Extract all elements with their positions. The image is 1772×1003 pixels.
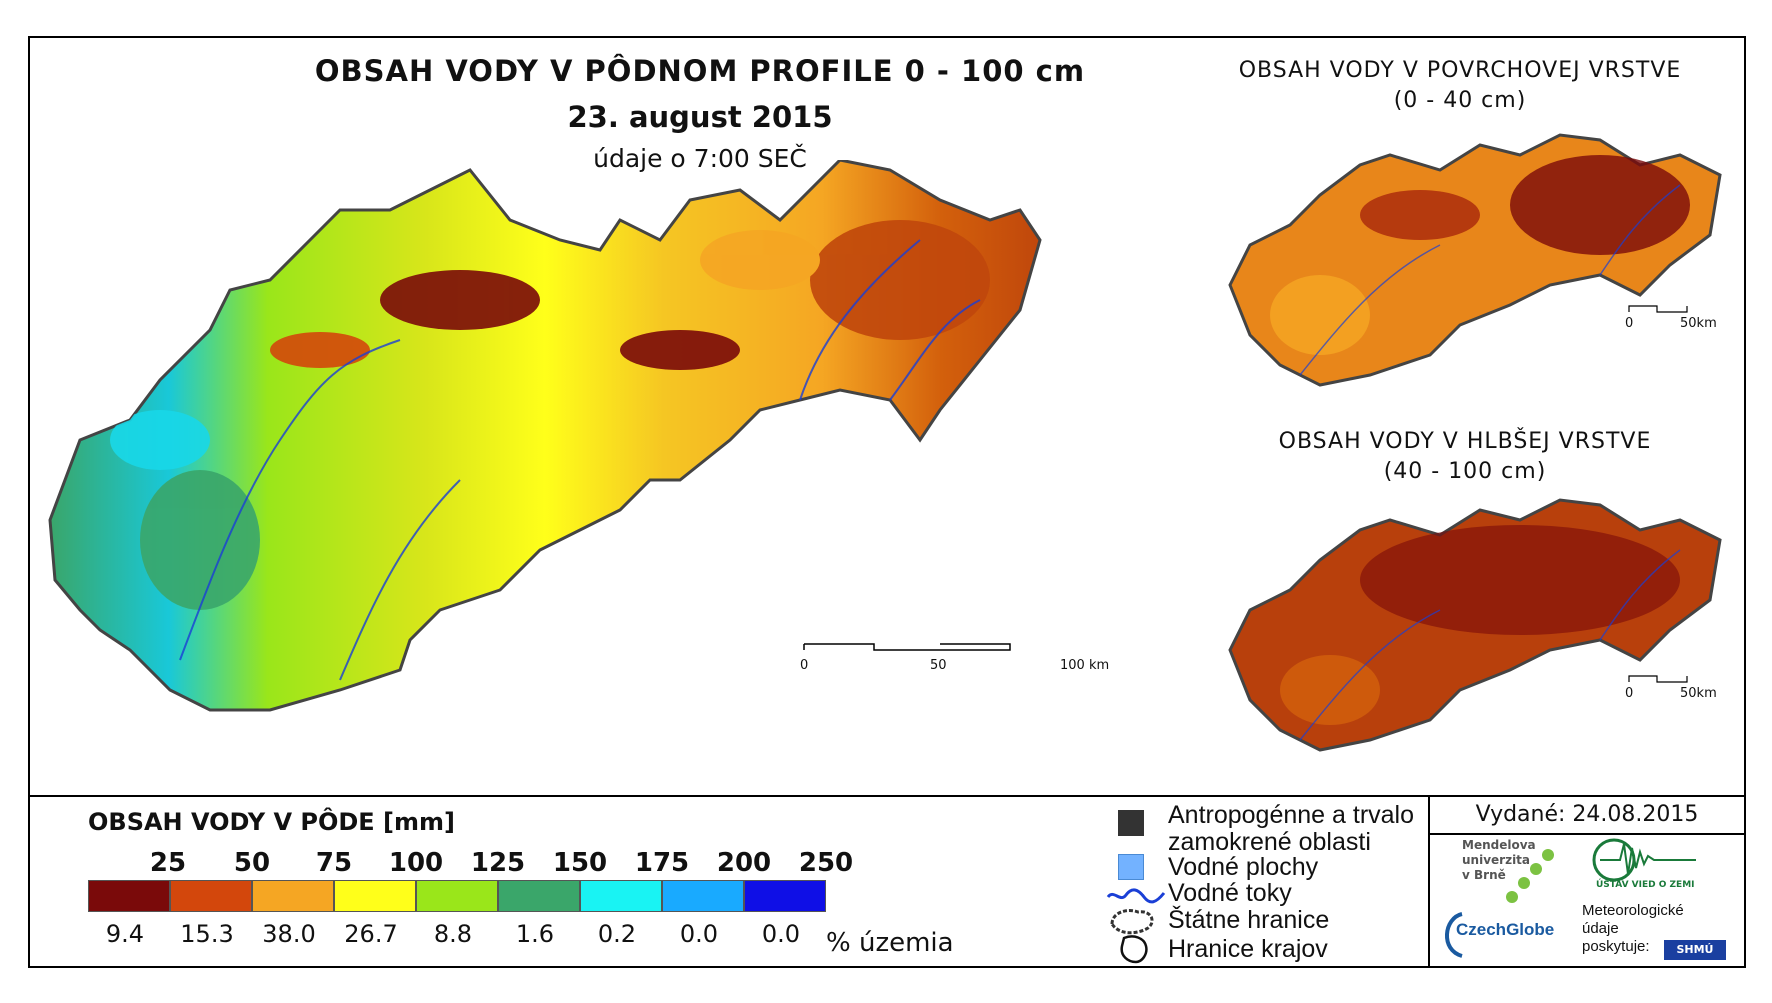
inset-surface-scalebar (1628, 305, 1688, 313)
main-scalebar (803, 643, 1011, 651)
czechglobe-arc-icon (1445, 912, 1463, 958)
threshold-label: 150 (552, 848, 608, 878)
main-map-title: OBSAH VODY V PÔDNOM PROFILE 0 - 100 cm (314, 54, 1086, 88)
legend-swatch (416, 880, 498, 912)
inset-surface-subtitle: (0 - 40 cm) (1393, 88, 1527, 113)
legend-anthropogenic-line1: Antropogénne a trvalo (1168, 801, 1415, 829)
meteo-line1: Meteorologické (1582, 902, 1684, 919)
inset-deep-title: OBSAH VODY V HLBŠEJ VRSTVE (1278, 429, 1652, 454)
threshold-label: 200 (716, 848, 772, 878)
percent-value: 0.0 (761, 920, 801, 948)
ustav-vied-logo-text: ÚSTAV VIED O ZEMI (1596, 880, 1695, 890)
meteo-data-provider: Meteorologické údaje poskytuje: (1582, 902, 1684, 956)
main-map-date: 23. august 2015 (567, 100, 833, 134)
meteo-line3: poskytuje: (1582, 938, 1650, 955)
legend-title: OBSAH VODY V PÔDE [mm] (88, 808, 456, 836)
main-map-time: údaje o 7:00 SEČ (593, 144, 807, 173)
inset-surface-title: OBSAH VODY V POVRCHOVEJ VRSTVE (1238, 58, 1682, 83)
legend-swatch (170, 880, 252, 912)
threshold-label: 75 (315, 848, 353, 878)
water-bodies-swatch (1118, 854, 1144, 880)
legend-region-border: Hranice krajov (1168, 935, 1328, 963)
mendel-line2: univerzita (1462, 853, 1531, 867)
legend-swatch (252, 880, 334, 912)
percent-value: 1.6 (515, 920, 555, 948)
anthropogenic-swatch (1118, 810, 1144, 836)
legend-water-bodies: Vodné plochy (1168, 853, 1319, 881)
percent-value: 8.8 (433, 920, 473, 948)
main-map (48, 160, 1042, 712)
legend-swatch (88, 880, 170, 912)
scalebar-label-50: 50 (930, 658, 947, 673)
legend-state-border: Štátne hranice (1168, 906, 1330, 934)
legend-swatch (498, 880, 580, 912)
inset-deep-scale-0: 0 (1625, 686, 1634, 701)
region-border-icon (1120, 935, 1148, 964)
inset-deep-subtitle: (40 - 100 cm) (1383, 459, 1547, 484)
issuer-panel (1428, 795, 1746, 968)
mendel-line1: Mendelova (1462, 838, 1536, 852)
percent-value: 26.7 (344, 920, 398, 948)
shmu-logo: SHMÚ (1664, 940, 1726, 960)
inset-surface-scale-0: 0 (1625, 316, 1634, 331)
issued-date: Vydané: 24.08.2015 (1428, 802, 1746, 835)
threshold-label: 125 (470, 848, 526, 878)
green-dots-icon (1506, 849, 1554, 903)
legend-panel (28, 795, 1746, 968)
threshold-label: 100 (388, 848, 444, 878)
inset-deep-scale-50: 50km (1680, 686, 1717, 701)
legend-anthropogenic-line2: zamokrené oblasti (1168, 828, 1371, 856)
inset-deep-scalebar (1628, 675, 1688, 683)
legend-swatch (580, 880, 662, 912)
threshold-label: 25 (149, 848, 187, 878)
threshold-label: 50 (233, 848, 271, 878)
inset-deep-map (1228, 498, 1722, 752)
percent-value: 38.0 (262, 920, 316, 948)
mendel-university-logo: Mendelova univerzita v Brně (1462, 838, 1536, 883)
legend-swatch (334, 880, 416, 912)
percent-value: 15.3 (180, 920, 234, 948)
inset-surface-map (1228, 133, 1722, 387)
legend-swatch (744, 880, 826, 912)
percent-unit-label: % územia (826, 928, 954, 958)
percent-value: 9.4 (105, 920, 145, 948)
legend-swatch (662, 880, 744, 912)
meteo-line2: údaje (1582, 920, 1619, 937)
percent-value: 0.2 (597, 920, 637, 948)
threshold-label: 175 (634, 848, 690, 878)
scalebar-label-0: 0 (800, 658, 809, 673)
legend-streams: Vodné toky (1168, 879, 1292, 907)
threshold-label: 250 (798, 848, 854, 878)
inset-surface-scale-50: 50km (1680, 316, 1717, 331)
mendel-line3: v Brně (1462, 868, 1506, 882)
streams-icon (1106, 888, 1166, 904)
czechglobe-logo-text: CzechGlobe (1456, 920, 1555, 939)
scalebar-label-100: 100 km (1060, 658, 1110, 673)
ustav-vied-logo-icon (1592, 838, 1696, 882)
state-border-icon (1110, 909, 1154, 935)
percent-value: 0.0 (679, 920, 719, 948)
slovakia-moisture-map (48, 160, 1042, 712)
